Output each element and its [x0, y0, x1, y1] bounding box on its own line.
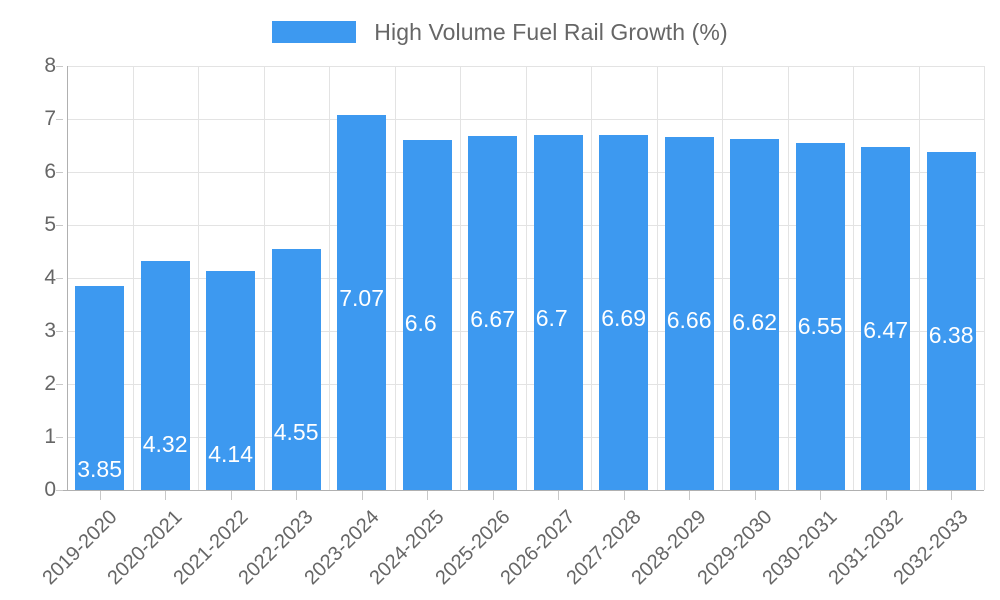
gridline-vertical — [133, 66, 134, 490]
y-axis-tick-label: 5 — [44, 213, 56, 236]
y-axis-tick-mark — [56, 490, 63, 491]
legend-swatch-series-1[interactable] — [272, 21, 357, 43]
x-axis-tick-mark — [100, 491, 101, 500]
x-axis-tick-mark — [951, 491, 952, 500]
bar[interactable] — [468, 136, 518, 490]
bar[interactable] — [75, 285, 125, 490]
y-axis-tick-mark — [56, 225, 63, 226]
plot-area: 3.85 4.32 4.14 4.55 7.07 6.6 6.67 6.7 6.69 6.66 6.… — [67, 66, 985, 491]
gridline-horizontal — [67, 119, 984, 120]
gridline-vertical — [329, 66, 330, 490]
x-axis-tick-mark — [493, 491, 494, 500]
x-axis-tick-mark — [689, 491, 690, 500]
gridline-vertical — [853, 66, 854, 490]
y-axis-tick-label: 3 — [44, 319, 56, 342]
bar[interactable] — [664, 137, 714, 490]
legend-label-series-1[interactable]: High Volume Fuel Rail Growth (%) — [374, 18, 728, 45]
gridline-vertical — [657, 66, 658, 490]
y-axis-tick-mark — [56, 437, 63, 438]
bar[interactable] — [271, 248, 321, 490]
y-axis-tick-mark — [56, 384, 63, 385]
gridline-vertical — [526, 66, 527, 490]
bar[interactable] — [861, 147, 911, 490]
gridline-horizontal — [67, 331, 984, 332]
bar[interactable] — [730, 139, 780, 490]
bar[interactable] — [533, 134, 583, 490]
gridline-horizontal — [67, 66, 984, 67]
gridline-vertical — [984, 66, 985, 490]
x-axis-tick-mark — [755, 491, 756, 500]
x-axis-tick-mark — [886, 491, 887, 500]
gridline-vertical — [591, 66, 592, 490]
bar[interactable] — [206, 270, 256, 490]
gridline-vertical — [788, 66, 789, 490]
x-axis-tick-mark — [820, 491, 821, 500]
gridline-horizontal — [67, 172, 984, 173]
x-axis-tick-mark — [362, 491, 363, 500]
y-axis-tick-label: 6 — [44, 160, 56, 183]
y-axis-tick-mark — [56, 278, 63, 279]
bar[interactable] — [795, 142, 845, 490]
y-axis-tick-mark — [56, 172, 63, 173]
y-axis-tick-label: 1 — [44, 425, 56, 448]
gridline-vertical — [395, 66, 396, 490]
y-axis-tick-label: 7 — [44, 107, 56, 130]
y-axis-tick-mark — [56, 331, 63, 332]
bar[interactable] — [140, 261, 190, 490]
x-axis-tick-mark — [558, 491, 559, 500]
bar[interactable] — [402, 140, 452, 490]
chart-legend: High Volume Fuel Rail Growth (%) — [0, 10, 1000, 54]
y-axis-tick-labels: 0 1 2 3 4 5 6 7 8 — [0, 54, 56, 501]
y-axis-line — [67, 66, 68, 491]
y-axis-tick-label: 8 — [44, 54, 56, 77]
x-axis-tick-mark — [165, 491, 166, 500]
gridline-vertical — [919, 66, 920, 490]
gridline-vertical — [264, 66, 265, 490]
gridline-horizontal — [67, 278, 984, 279]
y-axis-tick-mark — [56, 66, 63, 67]
gridline-vertical — [198, 66, 199, 490]
y-axis-tick-label: 4 — [44, 266, 56, 289]
x-axis-tick-mark — [624, 491, 625, 500]
y-axis-tick-label: 2 — [44, 372, 56, 395]
x-axis-tick-mark — [296, 491, 297, 500]
gridline-horizontal — [67, 437, 984, 438]
y-axis-tick-mark — [56, 119, 63, 120]
x-axis-line — [56, 490, 984, 491]
bar[interactable] — [599, 135, 649, 490]
bar[interactable] — [337, 115, 387, 490]
x-axis-tick-mark — [231, 491, 232, 500]
gridline-horizontal — [67, 225, 984, 226]
y-axis-tick-label: 0 — [44, 478, 56, 501]
x-axis-tick-mark — [427, 491, 428, 500]
gridline-vertical — [460, 66, 461, 490]
gridline-horizontal — [67, 384, 984, 385]
bar[interactable] — [926, 151, 976, 490]
gridline-vertical — [722, 66, 723, 490]
